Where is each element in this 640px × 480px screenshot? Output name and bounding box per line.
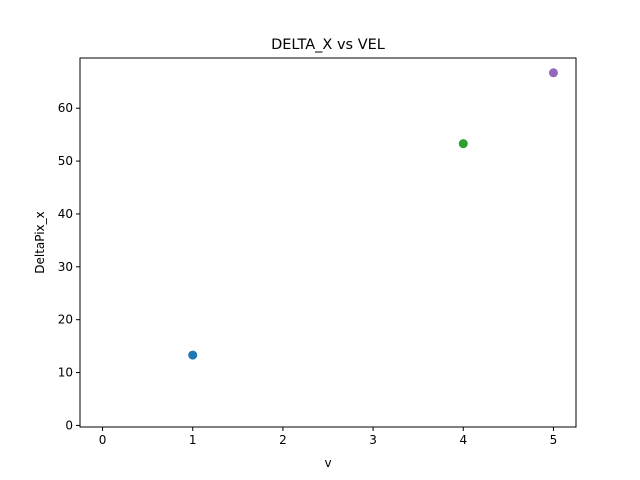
y-tick-label: 50	[58, 154, 73, 168]
y-tick-label: 0	[65, 418, 73, 432]
x-tick-label: 0	[99, 433, 107, 447]
x-tick-label: 2	[279, 433, 287, 447]
chart-title: DELTA_X vs VEL	[271, 37, 385, 53]
y-axis: 0 10 20 30 40 50 60	[58, 101, 80, 432]
data-points	[188, 68, 558, 360]
data-point	[188, 350, 198, 360]
y-axis-label: DeltaPix_x	[33, 211, 47, 274]
x-tick-label: 1	[189, 433, 197, 447]
data-point	[548, 68, 558, 78]
x-tick-label: 4	[459, 433, 467, 447]
y-tick-label: 20	[58, 313, 73, 327]
x-tick-label: 3	[369, 433, 377, 447]
x-axis-label: v	[324, 456, 331, 470]
x-tick-label: 5	[550, 433, 558, 447]
y-tick-label: 60	[58, 101, 73, 115]
y-tick-label: 30	[58, 260, 73, 274]
plot-frame	[79, 57, 577, 428]
x-axis: 0 1 2 3 4 5	[99, 427, 558, 447]
data-point	[458, 139, 468, 149]
y-tick-label: 40	[58, 207, 73, 221]
y-tick-label: 10	[58, 366, 73, 380]
